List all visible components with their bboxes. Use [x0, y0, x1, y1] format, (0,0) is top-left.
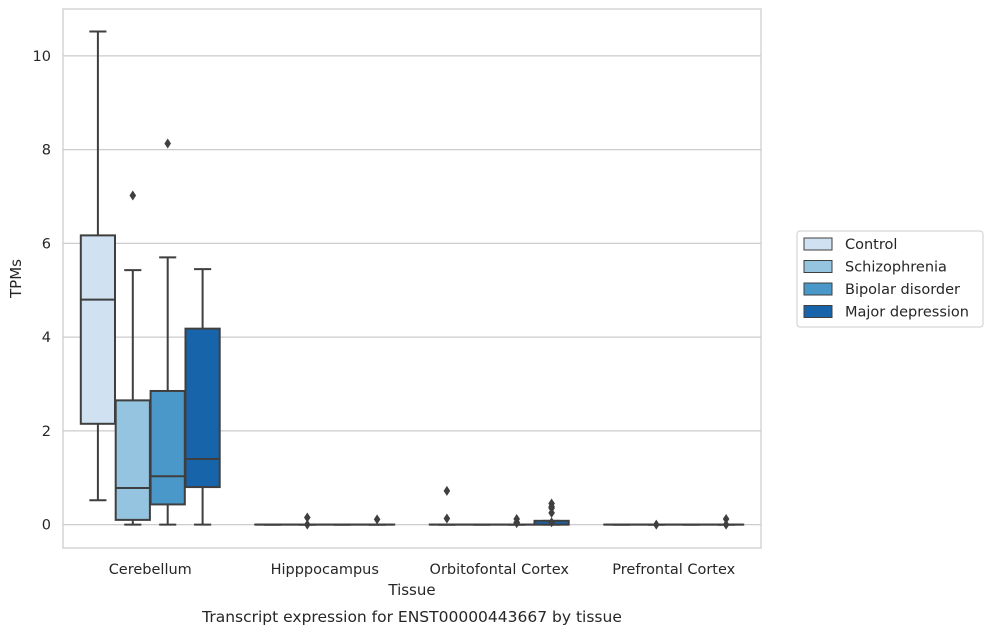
legend-label: Major depression: [845, 305, 969, 321]
y-axis-label: TPMs: [7, 259, 25, 299]
y-tick-label: 10: [33, 49, 51, 65]
x-tick-label: Prefrontal Cortex: [612, 562, 735, 578]
legend-swatch: [804, 261, 832, 273]
y-tick-label: 8: [42, 143, 51, 159]
chart-title: Transcript expression for ENST0000044366…: [201, 608, 622, 626]
x-axis-label: Tissue: [387, 581, 435, 599]
y-tick-label: 2: [42, 424, 51, 440]
legend-label: Control: [845, 237, 897, 253]
legend-label: Schizophrenia: [845, 260, 947, 276]
legend-label: Bipolar disorder: [845, 282, 960, 298]
legend: Control Schizophrenia Bipolar disorder Majo…: [797, 231, 983, 327]
x-tick-label: Cerebellum: [109, 562, 192, 578]
x-tick-label: Hipppocampus: [271, 562, 379, 578]
y-tick-label: 4: [42, 330, 51, 346]
legend-swatch: [804, 283, 832, 295]
x-tick-label: Orbitofontal Cortex: [430, 562, 570, 578]
box-body: [81, 235, 115, 423]
y-tick-label: 0: [42, 518, 51, 534]
box-body: [151, 391, 185, 504]
legend-swatch: [804, 306, 832, 318]
legend-swatch: [804, 238, 832, 250]
y-tick-label: 6: [42, 236, 51, 252]
box-body: [185, 329, 219, 487]
box-body: [116, 400, 150, 520]
